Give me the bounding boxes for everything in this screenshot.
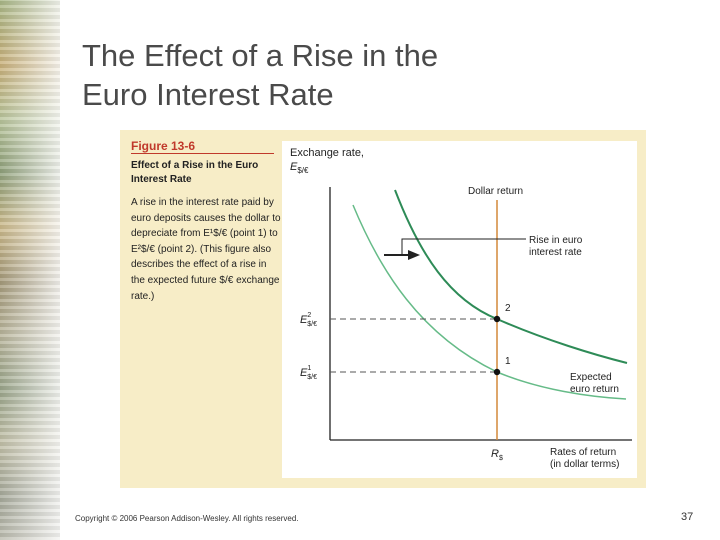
diagram-plot-area xyxy=(282,141,637,478)
expected-euro-return-curve-initial xyxy=(352,204,627,400)
e2-label: E2 $/€ xyxy=(300,312,317,328)
rise-callout-line xyxy=(401,238,526,255)
figure-caption: A rise in the interest rate paid by euro… xyxy=(131,197,281,302)
rise-label-line-2: interest rate xyxy=(529,247,582,258)
rise-label-line-1: Rise in euro xyxy=(529,235,583,246)
expected-euro-return-label-line-2: euro return xyxy=(570,384,619,395)
y-axis-label-line-1: Exchange rate, xyxy=(290,147,364,159)
point-1-label: 1 xyxy=(505,356,511,367)
shift-arrow-icon xyxy=(408,250,420,260)
expected-euro-return-curve-shifted xyxy=(394,189,628,364)
expected-euro-return-label-line-1: Expected xyxy=(570,372,612,383)
decorative-photo-strip xyxy=(0,0,60,540)
figure-number: Figure 13-6 xyxy=(131,139,196,153)
x-axis-label-line-2: (in dollar terms) xyxy=(550,459,619,470)
slide-title: The Effect of a Rise in the Euro Interes… xyxy=(82,36,642,114)
copyright-notice: Copyright © 2006 Pearson Addison-Wesley.… xyxy=(75,514,299,523)
slide-title-line-2: Euro Interest Rate xyxy=(82,77,334,112)
y-axis-label-symbol: E$/€ xyxy=(290,161,309,175)
slide-title-line-1: The Effect of a Rise in the xyxy=(82,38,439,73)
equilibrium-point-1 xyxy=(493,368,501,376)
figure-number-rule xyxy=(131,153,274,154)
dollar-return-label: Dollar return xyxy=(468,186,523,197)
x-axis-label-line-1: Rates of return xyxy=(550,447,616,458)
r-dollar-label: R$ xyxy=(491,448,503,462)
e1-label: E1 $/€ xyxy=(300,365,317,381)
page-number: 37 xyxy=(681,511,694,523)
point-2-label: 2 xyxy=(505,303,511,314)
equilibrium-point-2 xyxy=(493,315,501,323)
figure-title: Effect of a Rise in the Euro Interest Ra… xyxy=(131,160,259,185)
